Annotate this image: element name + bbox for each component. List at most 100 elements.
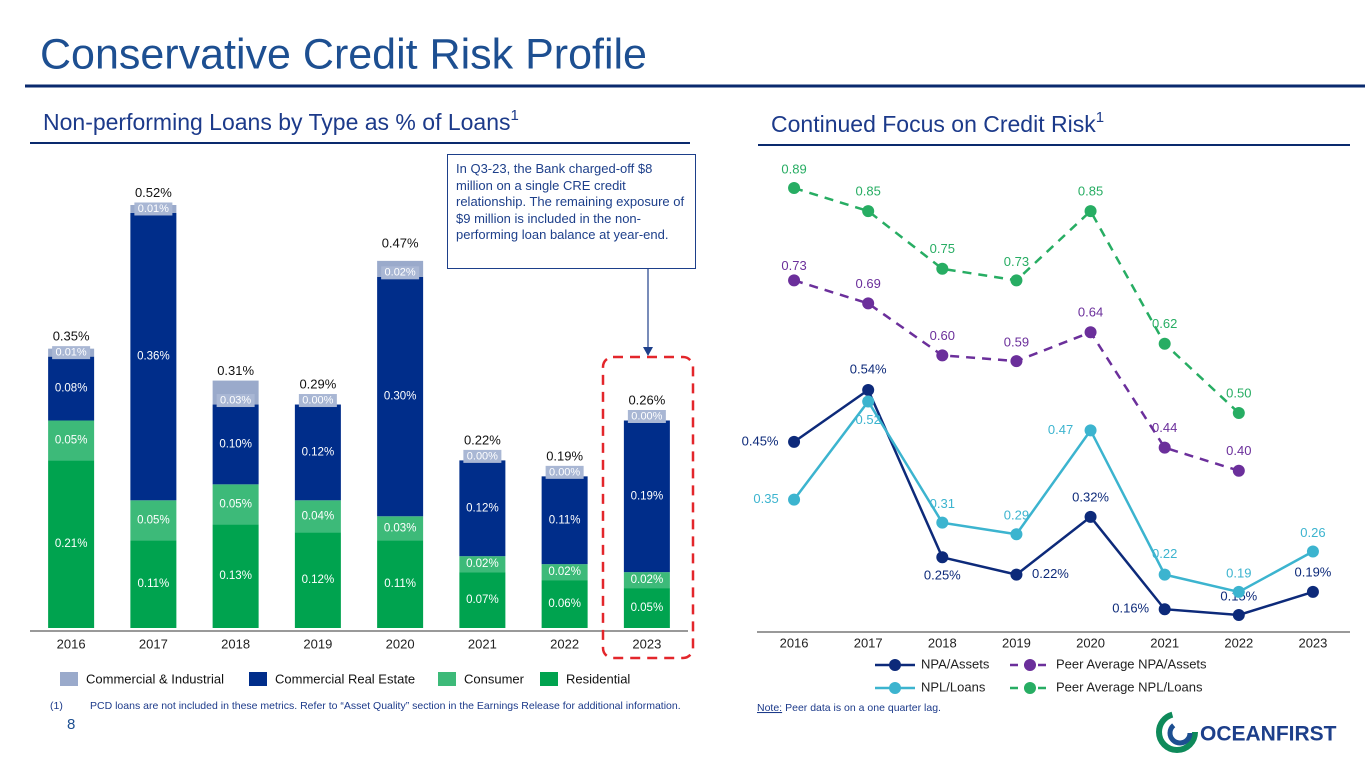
data-point [1306, 585, 1319, 598]
value-label: 0.25% [924, 568, 961, 583]
legend-marker [889, 682, 901, 694]
legend-marker [1024, 659, 1036, 671]
legend-label: NPL/Loans [921, 679, 986, 694]
bar-segment [459, 572, 506, 628]
value-label: 0.07% [466, 594, 499, 606]
label-box [298, 394, 337, 408]
x-tick-label: 2020 [386, 636, 415, 651]
x-tick-label: 2022 [1224, 635, 1253, 650]
data-point [862, 395, 875, 408]
bar-segment [541, 564, 588, 581]
label-box [216, 394, 255, 408]
data-point [862, 205, 875, 218]
bar-segment [130, 540, 177, 628]
x-tick-label: 2016 [780, 635, 809, 650]
data-point [788, 274, 801, 287]
bar-segment [377, 540, 424, 628]
label-box [381, 266, 420, 280]
value-label: 0.08% [55, 383, 88, 395]
x-tick-label: 2018 [928, 635, 957, 650]
legend-label: Residential [566, 671, 630, 686]
value-label: 0.30% [384, 391, 417, 403]
bar-segment [541, 476, 588, 565]
bar-segment [48, 356, 95, 421]
left-header: Non-performing Loans by Type as % of Loa… [43, 107, 519, 135]
value-label: 0.22% [1032, 566, 1069, 581]
page-number: 8 [67, 716, 75, 733]
x-tick-label: 2021 [468, 636, 497, 651]
x-tick-label: 2017 [139, 636, 168, 651]
value-label: 0.45% [742, 433, 779, 448]
bar-segment [623, 588, 670, 628]
legend-label: Peer Average NPA/Assets [1056, 656, 1207, 671]
footnote: (1) PCD loans are not included in these m… [50, 700, 681, 712]
data-point [1232, 464, 1245, 477]
legend-label: Peer Average NPL/Loans [1056, 679, 1203, 694]
data-point [1010, 568, 1023, 581]
callout-arrowhead [643, 347, 653, 356]
legend-marker [889, 659, 901, 671]
x-tick-label: 2023 [632, 636, 661, 651]
value-label: 0.64 [1078, 305, 1103, 320]
bar-segment [130, 212, 177, 501]
value-label: 0.04% [302, 510, 335, 522]
data-point [862, 383, 875, 396]
data-point [936, 516, 949, 529]
logo-text: OCEANFIRST [1200, 723, 1337, 746]
bar-segment [623, 572, 670, 589]
x-tick-label: 2022 [550, 636, 579, 651]
legend-swatch [438, 672, 456, 686]
bar-segment [212, 524, 259, 628]
value-label: 0.11% [384, 578, 416, 590]
total-label: 0.47% [382, 235, 419, 250]
series-line [793, 388, 1314, 617]
value-label: 0.16% [1112, 601, 1149, 616]
bar-segment [377, 276, 424, 517]
label-box [463, 449, 502, 463]
value-label: 0.52 [856, 412, 881, 427]
data-point [936, 551, 949, 564]
value-label: 0.01% [56, 347, 87, 359]
legend-label: Commercial & Industrial [86, 671, 224, 686]
value-label: 0.50 [1226, 385, 1251, 400]
data-point [1158, 568, 1171, 581]
callout: In Q3-23, the Bank charged-off $8 millio… [447, 154, 696, 269]
total-label: 0.19% [546, 448, 583, 463]
footnote-text: PCD loans are not included in these metr… [90, 700, 681, 712]
legend-swatch [249, 672, 267, 686]
slide-title: Conservative Credit Risk Profile [40, 30, 647, 78]
value-label: 0.60 [930, 328, 955, 343]
left-header-note: 1 [511, 107, 519, 124]
value-label: 0.05% [137, 514, 170, 526]
note: Note: Peer data is on a one quarter lag. [757, 702, 941, 714]
x-tick-label: 2016 [57, 636, 86, 651]
data-point [1158, 441, 1171, 454]
value-label: 0.02% [548, 566, 581, 578]
value-label: 0.29 [1004, 508, 1029, 523]
total-label: 0.31% [217, 363, 254, 378]
logo: OCEANFIRST [1156, 711, 1337, 753]
value-label: 0.69 [856, 276, 881, 291]
data-point [1158, 337, 1171, 350]
value-label: 0.03% [384, 522, 417, 534]
value-label: 0.54% [850, 361, 887, 376]
value-label: 0.12% [302, 446, 335, 458]
value-label: 0.44 [1152, 420, 1177, 435]
data-point [1232, 609, 1245, 621]
value-label: 0.11% [549, 514, 581, 526]
footnote-marker: (1) [50, 700, 63, 712]
data-point [1010, 528, 1023, 541]
value-label: 0.47 [1048, 422, 1073, 437]
value-label: 0.00% [549, 466, 580, 478]
legend-marker [1024, 682, 1036, 694]
x-tick-label: 2023 [1298, 635, 1327, 650]
data-point [862, 297, 875, 310]
value-label: 0.05% [55, 434, 88, 446]
data-point [1232, 407, 1245, 420]
value-label: 0.89 [781, 161, 806, 176]
data-point [1010, 355, 1023, 368]
legend-swatch [60, 672, 78, 686]
label-box [52, 346, 91, 360]
value-label: 0.02% [466, 558, 499, 570]
